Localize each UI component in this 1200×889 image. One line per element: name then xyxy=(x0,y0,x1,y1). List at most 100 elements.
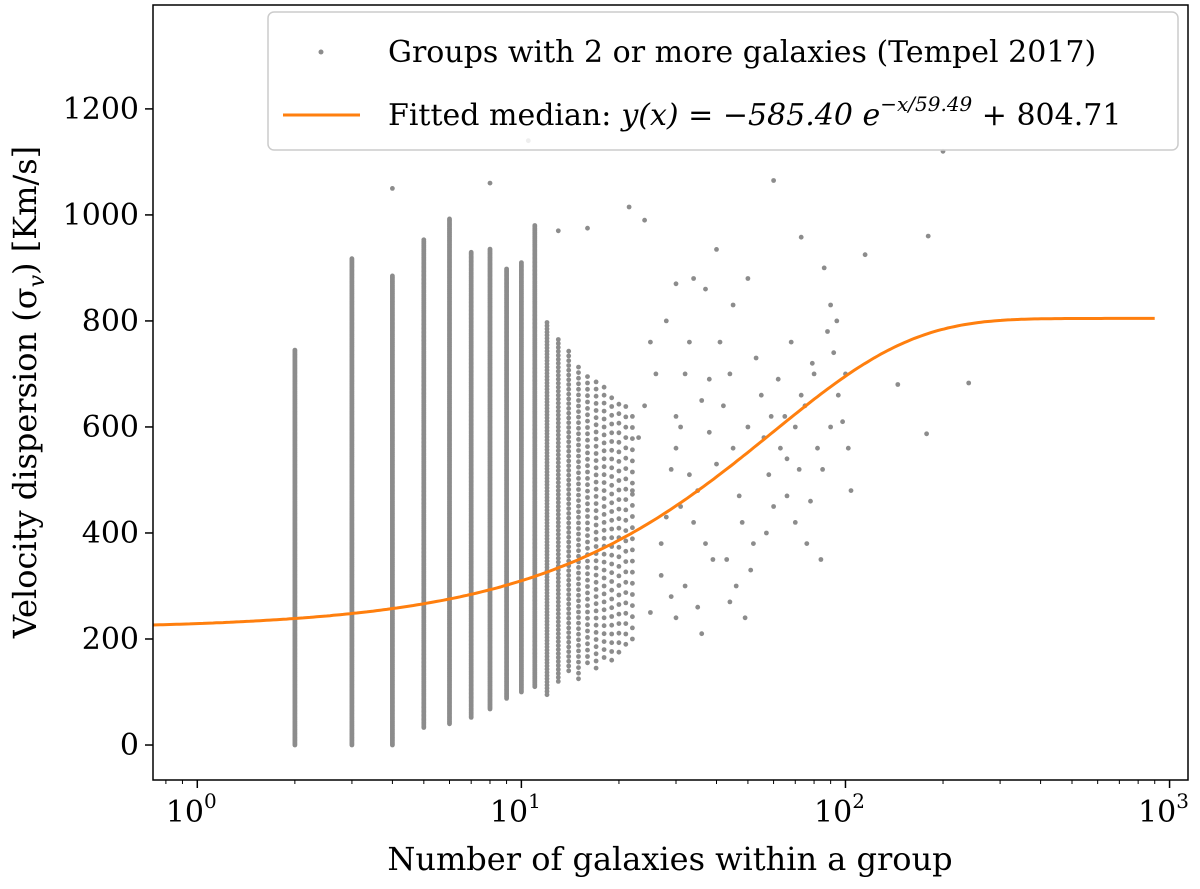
scatter-point xyxy=(609,570,615,576)
scatter-point xyxy=(566,511,572,516)
scatter-point xyxy=(585,374,590,379)
scatter-point xyxy=(593,644,599,650)
scatter-point xyxy=(566,549,572,554)
scatter-point xyxy=(576,565,581,570)
scatter-point xyxy=(766,472,772,478)
scatter-point xyxy=(585,514,590,519)
plot-frame xyxy=(152,4,1189,781)
scatter-point xyxy=(576,453,581,459)
scatter-point xyxy=(566,420,572,426)
scatter-point xyxy=(798,234,804,240)
scatter-point xyxy=(585,501,590,507)
legend: Groups with 2 or more galaxies (Tempel 2… xyxy=(267,11,1179,151)
scatter-point xyxy=(925,233,931,239)
scatter-point xyxy=(601,496,607,501)
scatter-point xyxy=(630,525,635,531)
scatter-point xyxy=(555,587,561,593)
scatter-point xyxy=(421,237,427,243)
scatter-point xyxy=(840,419,845,425)
scatter-point xyxy=(555,364,561,370)
scatter-point xyxy=(576,637,581,643)
scatter-point xyxy=(566,525,572,531)
scatter-point xyxy=(566,406,572,411)
scatter-point xyxy=(601,448,607,454)
scatter-point xyxy=(630,491,635,497)
scatter-point xyxy=(593,565,599,571)
scatter-point xyxy=(576,520,581,526)
scatter-point xyxy=(601,472,607,478)
scatter-point xyxy=(630,503,635,508)
scatter-point xyxy=(630,603,635,608)
scatter-point xyxy=(663,514,669,520)
scatter-point xyxy=(727,599,733,605)
scatter-point xyxy=(555,647,561,652)
scatter-point xyxy=(609,614,615,619)
scatter-point xyxy=(566,592,572,597)
scatter-point xyxy=(576,609,581,615)
scatter-point xyxy=(566,544,572,550)
scatter-point xyxy=(601,480,607,485)
scatter-point xyxy=(616,649,622,655)
scatter-point xyxy=(585,463,590,469)
x-tick-label: 100 xyxy=(166,789,217,830)
scatter-point xyxy=(733,583,739,589)
scatter-point xyxy=(630,458,635,464)
scatter-point xyxy=(593,422,599,428)
y-axis-label: Velocity dispersion (σv) [Km/s] xyxy=(6,146,50,639)
scatter-point xyxy=(739,520,745,525)
scatter-point xyxy=(555,492,561,497)
scatter-point xyxy=(630,569,635,575)
y-tick-label: 1200 xyxy=(63,92,139,127)
scatter-point xyxy=(576,526,581,531)
scatter-point xyxy=(778,445,783,451)
scatter-point xyxy=(593,579,599,585)
scatter-point xyxy=(555,428,561,434)
scatter-point xyxy=(576,403,581,409)
scatter-point xyxy=(576,398,581,403)
scatter-point xyxy=(576,459,581,465)
scatter-point xyxy=(585,584,590,589)
scatter-point xyxy=(555,523,561,529)
scatter-point xyxy=(609,579,615,584)
scatter-point xyxy=(585,603,590,608)
scatter-point xyxy=(593,665,599,671)
scatter-point xyxy=(576,548,581,554)
scatter-point xyxy=(585,660,590,666)
y-tick-label: 200 xyxy=(82,622,139,657)
scatter-point xyxy=(566,606,572,612)
scatter-point xyxy=(609,631,615,637)
scatter-point xyxy=(616,602,622,607)
scatter-point xyxy=(555,611,561,617)
scatter-point xyxy=(555,404,561,410)
scatter-point xyxy=(555,571,561,577)
scatter-point xyxy=(555,337,561,342)
scatter-point xyxy=(566,415,572,421)
scatter-point xyxy=(691,276,696,281)
scatter-point xyxy=(673,615,679,621)
scatter-point xyxy=(555,619,561,625)
scatter-point xyxy=(717,339,723,345)
scatter-point xyxy=(555,444,561,450)
scatter-point xyxy=(566,596,572,602)
scatter-point xyxy=(576,659,581,665)
scatter-point xyxy=(601,440,607,446)
scatter-point xyxy=(576,654,581,659)
scatter-point xyxy=(576,670,581,676)
scatter-point xyxy=(555,341,561,346)
scatter-point xyxy=(593,658,599,664)
scatter-point xyxy=(585,520,590,526)
scatter-point xyxy=(576,598,581,604)
scatter-point xyxy=(623,424,629,430)
scatter-point xyxy=(775,376,781,382)
scatter-point xyxy=(555,416,561,422)
legend-fit-label: Fitted median: y(x) = −585.40 e−x/59.49 +… xyxy=(388,92,1121,133)
scatter-point xyxy=(555,667,561,672)
scatter-point xyxy=(593,451,599,456)
scatter-point xyxy=(736,493,742,499)
scatter-point xyxy=(811,371,817,377)
scatter-point xyxy=(609,605,615,611)
scatter-point xyxy=(630,480,635,486)
scatter-point xyxy=(721,403,726,409)
scatter-point xyxy=(601,432,607,438)
scatter-point xyxy=(585,565,590,570)
